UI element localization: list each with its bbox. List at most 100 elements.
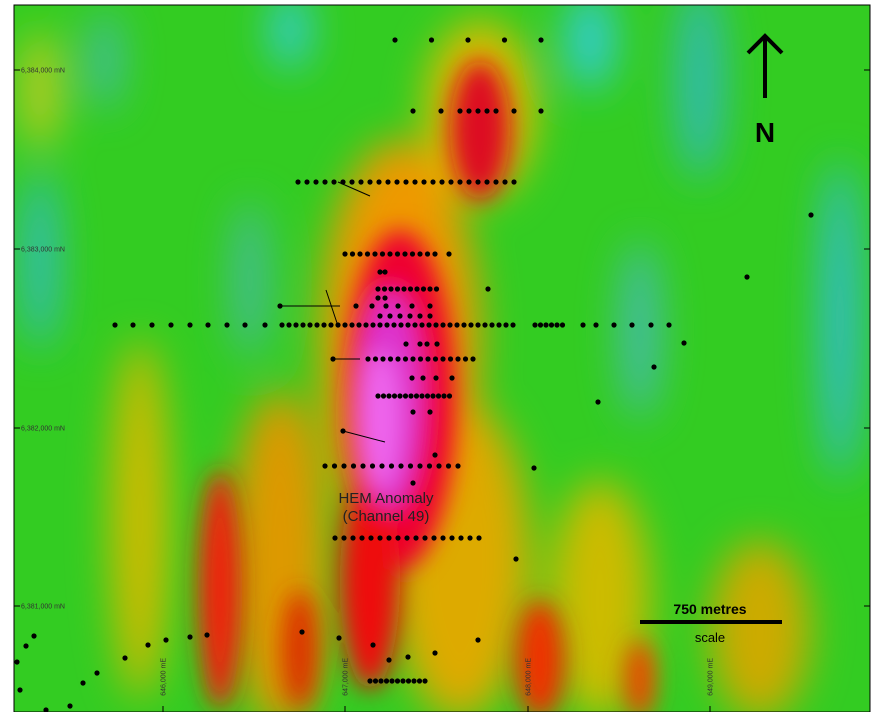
drill-hole xyxy=(439,179,444,184)
drill-hole xyxy=(80,680,85,685)
drill-hole xyxy=(419,322,424,327)
drill-hole xyxy=(379,463,384,468)
drill-hole xyxy=(475,637,480,642)
northing-label: 6,382,000 mN xyxy=(21,426,65,433)
annotation-line: HEM Anomaly xyxy=(338,490,434,507)
drill-hole xyxy=(410,480,415,485)
drill-hole xyxy=(388,286,393,291)
drill-hole xyxy=(410,251,415,256)
drill-hole xyxy=(432,452,437,457)
drill-hole xyxy=(467,535,472,540)
drill-hole xyxy=(350,251,355,256)
drill-hole xyxy=(532,322,537,327)
drill-hole xyxy=(422,678,427,683)
drill-hole xyxy=(511,108,516,113)
drill-hole xyxy=(293,322,298,327)
drill-hole xyxy=(313,179,318,184)
drill-hole xyxy=(395,678,400,683)
drill-hole xyxy=(377,269,382,274)
drill-hole xyxy=(67,703,72,708)
drill-hole xyxy=(367,678,372,683)
drill-hole xyxy=(375,286,380,291)
drill-hole xyxy=(429,37,434,42)
drill-hole xyxy=(458,535,463,540)
drill-hole xyxy=(484,108,489,113)
drill-hole xyxy=(380,356,385,361)
drill-hole xyxy=(401,286,406,291)
drill-hole xyxy=(412,322,417,327)
drill-hole xyxy=(386,535,391,540)
drill-hole xyxy=(342,251,347,256)
drill-hole xyxy=(808,212,813,217)
drill-hole xyxy=(365,356,370,361)
drill-hole xyxy=(385,179,390,184)
drill-hole xyxy=(436,393,441,398)
drill-hole xyxy=(389,678,394,683)
drill-hole xyxy=(433,375,438,380)
drill-hole xyxy=(430,179,435,184)
drill-hole xyxy=(94,670,99,675)
drill-hole xyxy=(395,251,400,256)
drill-hole xyxy=(503,322,508,327)
drill-hole xyxy=(426,322,431,327)
drill-hole xyxy=(744,274,749,279)
drill-hole xyxy=(397,313,402,318)
drill-hole xyxy=(384,322,389,327)
drill-hole xyxy=(408,393,413,398)
drill-hole xyxy=(314,322,319,327)
drill-hole xyxy=(455,463,460,468)
drill-hole xyxy=(421,179,426,184)
drill-hole xyxy=(430,393,435,398)
drill-hole xyxy=(376,179,381,184)
drill-hole xyxy=(372,251,377,256)
drill-hole xyxy=(434,341,439,346)
drill-hole xyxy=(204,632,209,637)
drill-hole xyxy=(377,322,382,327)
drill-hole xyxy=(427,463,432,468)
drill-hole xyxy=(23,643,28,648)
drill-hole xyxy=(392,393,397,398)
drill-hole xyxy=(391,322,396,327)
drill-hole xyxy=(286,322,291,327)
drill-hole xyxy=(440,356,445,361)
drill-hole xyxy=(493,179,498,184)
drill-hole xyxy=(398,463,403,468)
drill-hole xyxy=(424,341,429,346)
drill-hole xyxy=(386,393,391,398)
drill-hole xyxy=(370,322,375,327)
drill-hole xyxy=(448,179,453,184)
drill-hole xyxy=(422,535,427,540)
drill-hole xyxy=(349,322,354,327)
drill-hole xyxy=(463,356,468,361)
drill-hole xyxy=(14,659,19,664)
drill-hole xyxy=(405,654,410,659)
drill-hole xyxy=(455,356,460,361)
drill-hole xyxy=(31,633,36,638)
drill-hole xyxy=(447,393,452,398)
drill-hole xyxy=(410,108,415,113)
drill-hole xyxy=(417,678,422,683)
easting-label: 646,000 mE xyxy=(161,658,168,696)
drill-hole xyxy=(409,375,414,380)
drill-hole xyxy=(611,322,616,327)
drill-hole xyxy=(470,356,475,361)
drill-hole xyxy=(17,687,22,692)
drill-hole xyxy=(387,313,392,318)
drill-hole xyxy=(400,678,405,683)
drill-hole xyxy=(394,179,399,184)
drill-hole xyxy=(407,313,412,318)
drill-hole xyxy=(418,356,423,361)
drill-hole xyxy=(408,286,413,291)
drill-hole xyxy=(331,179,336,184)
drill-hole xyxy=(449,535,454,540)
drill-hole xyxy=(461,322,466,327)
drill-hole xyxy=(457,179,462,184)
drill-hole xyxy=(454,322,459,327)
drill-hole xyxy=(365,251,370,256)
drill-hole xyxy=(375,295,380,300)
drill-hole xyxy=(648,322,653,327)
drill-hole xyxy=(382,269,387,274)
drill-hole xyxy=(466,179,471,184)
drill-hole xyxy=(363,322,368,327)
drill-hole xyxy=(360,463,365,468)
